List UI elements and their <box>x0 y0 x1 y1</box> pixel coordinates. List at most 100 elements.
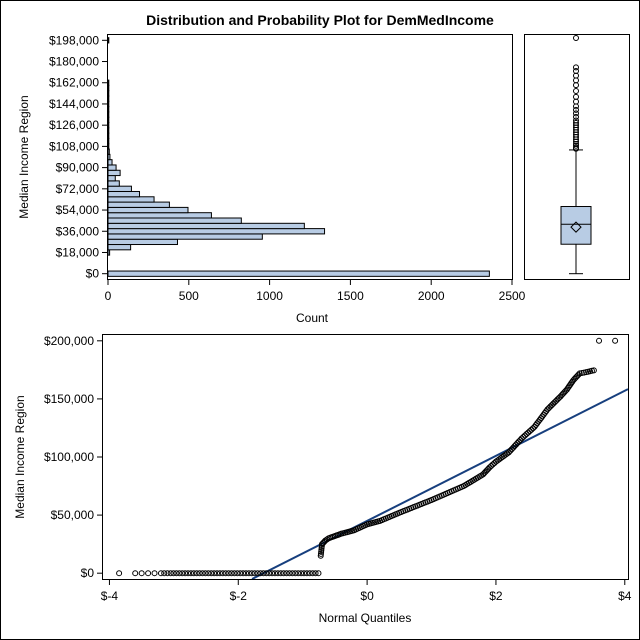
histogram-bar <box>107 90 110 97</box>
x-tick-label: 2500 <box>499 289 526 303</box>
qq-point <box>245 570 252 577</box>
box-iqr <box>560 206 592 245</box>
outlier-point <box>573 67 579 74</box>
histogram-bar <box>107 169 121 177</box>
outlier-point <box>573 117 579 124</box>
histogram-bar <box>107 132 110 139</box>
qq-point <box>231 570 238 577</box>
y-tick-label: $144,000 <box>49 97 99 111</box>
qq-point <box>190 570 197 577</box>
histogram-y-axis-label: Median Income Region <box>17 95 31 218</box>
qq-point <box>323 536 330 543</box>
qq-point <box>116 570 123 577</box>
x-tick-label: 0 <box>105 289 112 303</box>
qq-point <box>580 369 587 376</box>
qq-point <box>228 570 235 577</box>
y-tick-label: $54,000 <box>56 203 100 217</box>
histogram-bar <box>107 196 155 203</box>
boxplot <box>560 34 592 275</box>
qq-point <box>283 570 290 577</box>
x-tick-label: 1000 <box>256 289 283 303</box>
qq-point <box>167 570 174 577</box>
qq-point <box>590 367 597 374</box>
outlier-point <box>573 113 579 120</box>
y-tick-label: $90,000 <box>56 161 100 175</box>
qq-point <box>274 570 281 577</box>
qq-point <box>202 570 209 577</box>
histogram-bar <box>107 127 110 134</box>
qq-point <box>312 570 319 577</box>
qq-point <box>225 570 232 577</box>
y-tick-label: $108,000 <box>49 139 99 153</box>
qq-plot-marks <box>116 337 629 580</box>
histogram-bar <box>107 84 110 92</box>
boxplot-frame <box>524 34 630 280</box>
qq-point <box>315 570 322 577</box>
qq-point <box>295 570 302 577</box>
qq-point <box>289 570 296 577</box>
qq-point <box>193 570 200 577</box>
outlier-point <box>573 64 579 71</box>
qq-point <box>578 369 585 376</box>
outlier-point <box>573 142 579 149</box>
y-tick-label: $36,000 <box>56 224 100 238</box>
outlier-point <box>573 34 579 41</box>
y-tick-label: $180,000 <box>49 55 99 69</box>
qq-point <box>596 337 603 344</box>
outlier-point <box>573 106 579 113</box>
y-tick-label: $162,000 <box>49 76 99 90</box>
qq-point <box>243 570 250 577</box>
y-tick-label: $200,000 <box>44 334 94 348</box>
qq-point <box>260 570 267 577</box>
qq-point <box>303 570 310 577</box>
histogram-bar <box>107 164 117 171</box>
histogram-bar <box>107 249 111 256</box>
outlier-point <box>573 119 579 126</box>
histogram-bar <box>107 185 132 192</box>
qq-point <box>151 570 158 577</box>
qq-point <box>309 570 316 577</box>
qq-point <box>196 570 203 577</box>
qq-point <box>216 570 223 577</box>
y-tick-label: $50,000 <box>51 508 95 522</box>
histogram-bar <box>107 244 132 251</box>
qq-y-axis: $0 $50,000 $100,000 $150,000 $200,000 <box>44 334 103 580</box>
qq-point <box>211 570 218 577</box>
reference-line <box>251 388 629 580</box>
histogram-bar <box>107 111 110 118</box>
histogram-bar <box>107 206 189 214</box>
qq-point <box>575 371 582 378</box>
qq-point <box>292 570 299 577</box>
histogram-bar <box>107 212 212 219</box>
histogram-bar <box>107 201 170 208</box>
qq-point <box>298 570 305 577</box>
qq-point <box>306 570 313 577</box>
qq-point <box>161 570 168 577</box>
qq-point <box>251 570 258 577</box>
qq-point <box>205 570 212 577</box>
qq-point <box>132 570 139 577</box>
histogram-bar <box>107 175 116 182</box>
histogram-bar <box>107 100 110 108</box>
qq-point <box>263 570 270 577</box>
histogram-bar <box>107 79 110 86</box>
qq-point <box>179 570 186 577</box>
qq-point <box>280 570 287 577</box>
qq-point <box>222 570 229 577</box>
qq-point <box>254 570 261 577</box>
histogram-bar <box>107 148 110 155</box>
qq-point <box>234 570 241 577</box>
histogram-bar <box>107 217 242 224</box>
qq-point <box>157 570 164 577</box>
qq-point <box>248 570 255 577</box>
histogram-bar <box>107 159 113 166</box>
histogram-bar <box>107 180 120 187</box>
histogram-bar <box>107 238 178 246</box>
histogram-bars <box>107 37 490 277</box>
histogram-bar <box>107 37 110 44</box>
chart-title: Distribution and Probability Plot for De… <box>146 12 494 28</box>
histogram-bar <box>107 228 326 235</box>
qq-point <box>187 570 194 577</box>
